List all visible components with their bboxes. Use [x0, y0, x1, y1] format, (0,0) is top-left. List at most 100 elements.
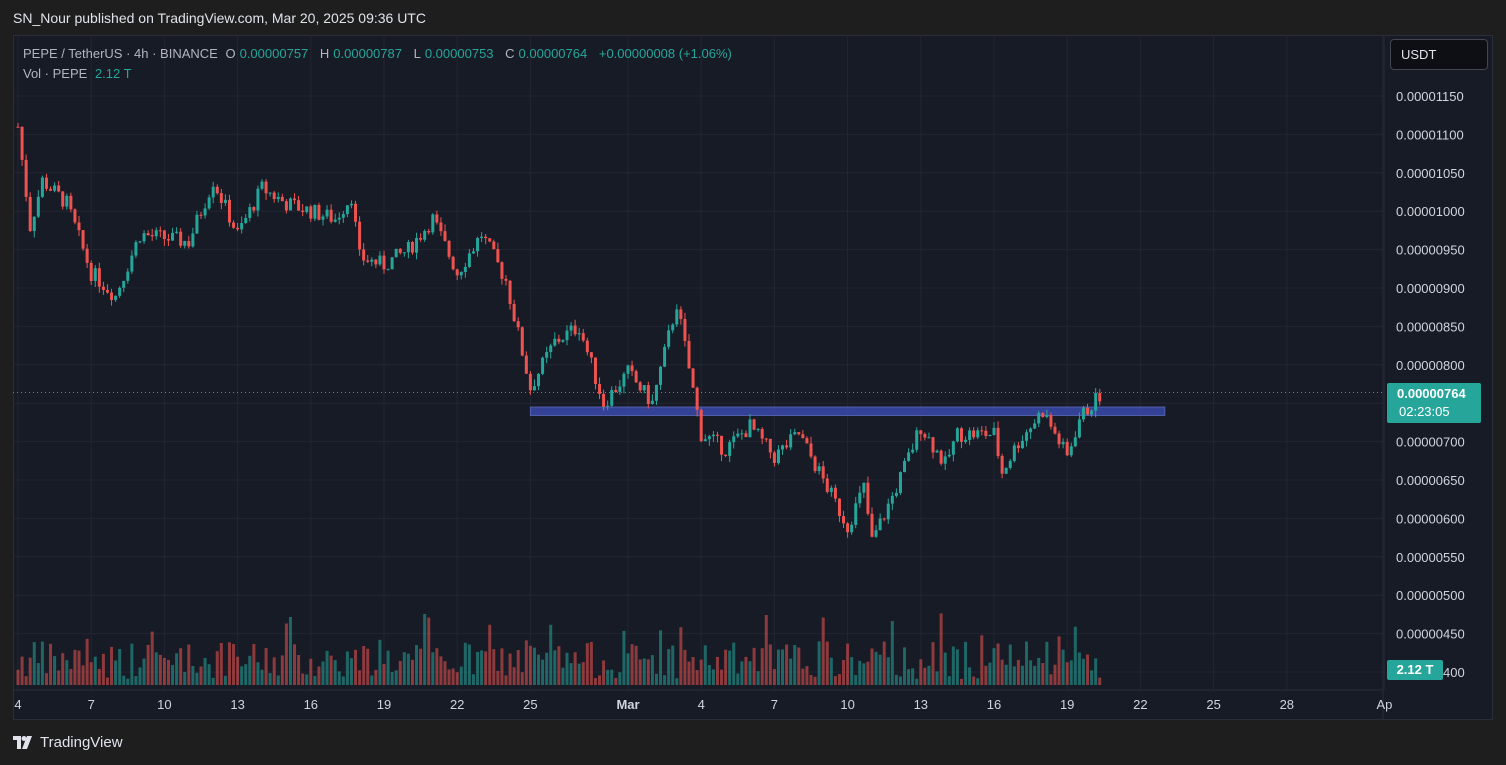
- volume-bar: [504, 675, 508, 685]
- volume-bar: [329, 655, 333, 685]
- candle-body: [406, 242, 410, 253]
- volume-bar: [260, 669, 264, 685]
- candle-body: [545, 352, 549, 358]
- candle-body: [492, 241, 496, 250]
- candle-body: [797, 432, 801, 435]
- volume-bar: [1012, 666, 1016, 685]
- volume-bar: [459, 666, 463, 685]
- candle-body: [984, 430, 988, 437]
- volume-bar: [630, 644, 634, 685]
- candle-body: [927, 437, 931, 439]
- volume-bar: [545, 652, 549, 685]
- candle-body: [455, 269, 459, 276]
- candle-body: [817, 466, 821, 472]
- candle-body: [488, 238, 492, 242]
- candle-body: [272, 192, 276, 200]
- candle-body: [126, 271, 130, 281]
- volume-bar: [801, 668, 805, 685]
- tradingview-logo[interactable]: TradingView: [13, 734, 123, 751]
- volume-bar: [65, 660, 69, 685]
- candle-body: [801, 434, 805, 439]
- candle-body: [890, 495, 894, 504]
- volume-bar: [215, 651, 219, 685]
- candle-body: [1012, 445, 1016, 461]
- currency-button[interactable]: USDT: [1390, 39, 1488, 70]
- candle-body: [146, 233, 150, 236]
- volume-bar: [349, 658, 353, 685]
- y-tick-label: 0.00000450: [1396, 627, 1465, 642]
- candle-body: [496, 249, 500, 263]
- volume-bar: [870, 648, 874, 685]
- x-tick-label: Ap: [1376, 697, 1392, 712]
- candle-body: [301, 210, 305, 213]
- volume-label[interactable]: Vol · PEPE: [23, 66, 88, 81]
- candle-body: [105, 289, 109, 293]
- volume-bar: [447, 669, 451, 685]
- volume-bar: [77, 650, 81, 685]
- y-tick-label: 0.00001050: [1396, 166, 1465, 181]
- volume-bar: [825, 641, 829, 685]
- volume-bar: [752, 647, 756, 685]
- volume-bar: [842, 660, 846, 685]
- candle-body: [756, 429, 760, 431]
- volume-bar: [419, 648, 423, 685]
- candle-body: [268, 192, 272, 194]
- volume-bar: [337, 671, 341, 685]
- volume-bar: [73, 649, 77, 685]
- volume-bar: [675, 678, 679, 685]
- candle-body: [988, 434, 992, 437]
- candle-body: [1033, 423, 1037, 429]
- candle-body: [781, 445, 785, 450]
- candle-body: [370, 259, 374, 262]
- candle-body: [199, 214, 203, 216]
- volume-bar: [443, 661, 447, 685]
- volume-bar: [748, 661, 752, 685]
- candle-body: [512, 303, 516, 322]
- volume-bar: [903, 647, 907, 685]
- volume-bar: [288, 617, 292, 685]
- candle-body: [634, 371, 638, 383]
- candle-body: [394, 248, 398, 258]
- candle-body: [996, 427, 1000, 456]
- candle-body: [894, 492, 898, 496]
- candle-body: [134, 242, 138, 256]
- candle-body: [959, 428, 963, 442]
- price-chart[interactable]: 0.00001150 0.00001100 0.00001050 0.00001000…: [13, 35, 1493, 720]
- volume-bar: [1057, 636, 1061, 685]
- volume-bar: [927, 665, 931, 685]
- volume-bar: [951, 646, 955, 685]
- candle-body: [366, 260, 370, 262]
- volume-bar: [1061, 649, 1065, 685]
- candle-body: [386, 269, 390, 271]
- volume-bar: [187, 644, 191, 685]
- candle-body: [110, 292, 114, 300]
- volume-bar: [1081, 658, 1085, 685]
- candle-body: [419, 237, 423, 240]
- candle-body: [528, 373, 532, 391]
- y-tick-label: 0.00001000: [1396, 204, 1465, 219]
- candle-body: [943, 456, 947, 464]
- candle-body: [333, 219, 337, 222]
- volume-bar: [858, 660, 862, 685]
- x-tick-label: 10: [840, 697, 854, 712]
- volume-bar: [219, 642, 223, 685]
- candle-body: [443, 231, 447, 241]
- volume-bar: [476, 651, 480, 685]
- candle-body: [329, 209, 333, 222]
- change-value: +0.00000008 (+1.06%): [598, 46, 732, 61]
- candle-body: [687, 340, 691, 369]
- candle-body: [480, 236, 484, 239]
- volume-bar: [345, 651, 349, 685]
- symbol-label[interactable]: PEPE / TetherUS · 4h · BINANCE: [23, 46, 218, 61]
- volume-bar: [97, 668, 101, 685]
- candle-body: [646, 385, 650, 405]
- candle-body: [573, 325, 577, 335]
- volume-bar: [659, 630, 663, 685]
- volume-bar: [931, 642, 935, 685]
- candle-body: [410, 242, 414, 253]
- candle-body: [171, 232, 175, 241]
- candle-body: [610, 389, 614, 406]
- volume-bar: [907, 669, 911, 685]
- volume-bar: [976, 678, 980, 685]
- x-tick-label: 4: [14, 697, 21, 712]
